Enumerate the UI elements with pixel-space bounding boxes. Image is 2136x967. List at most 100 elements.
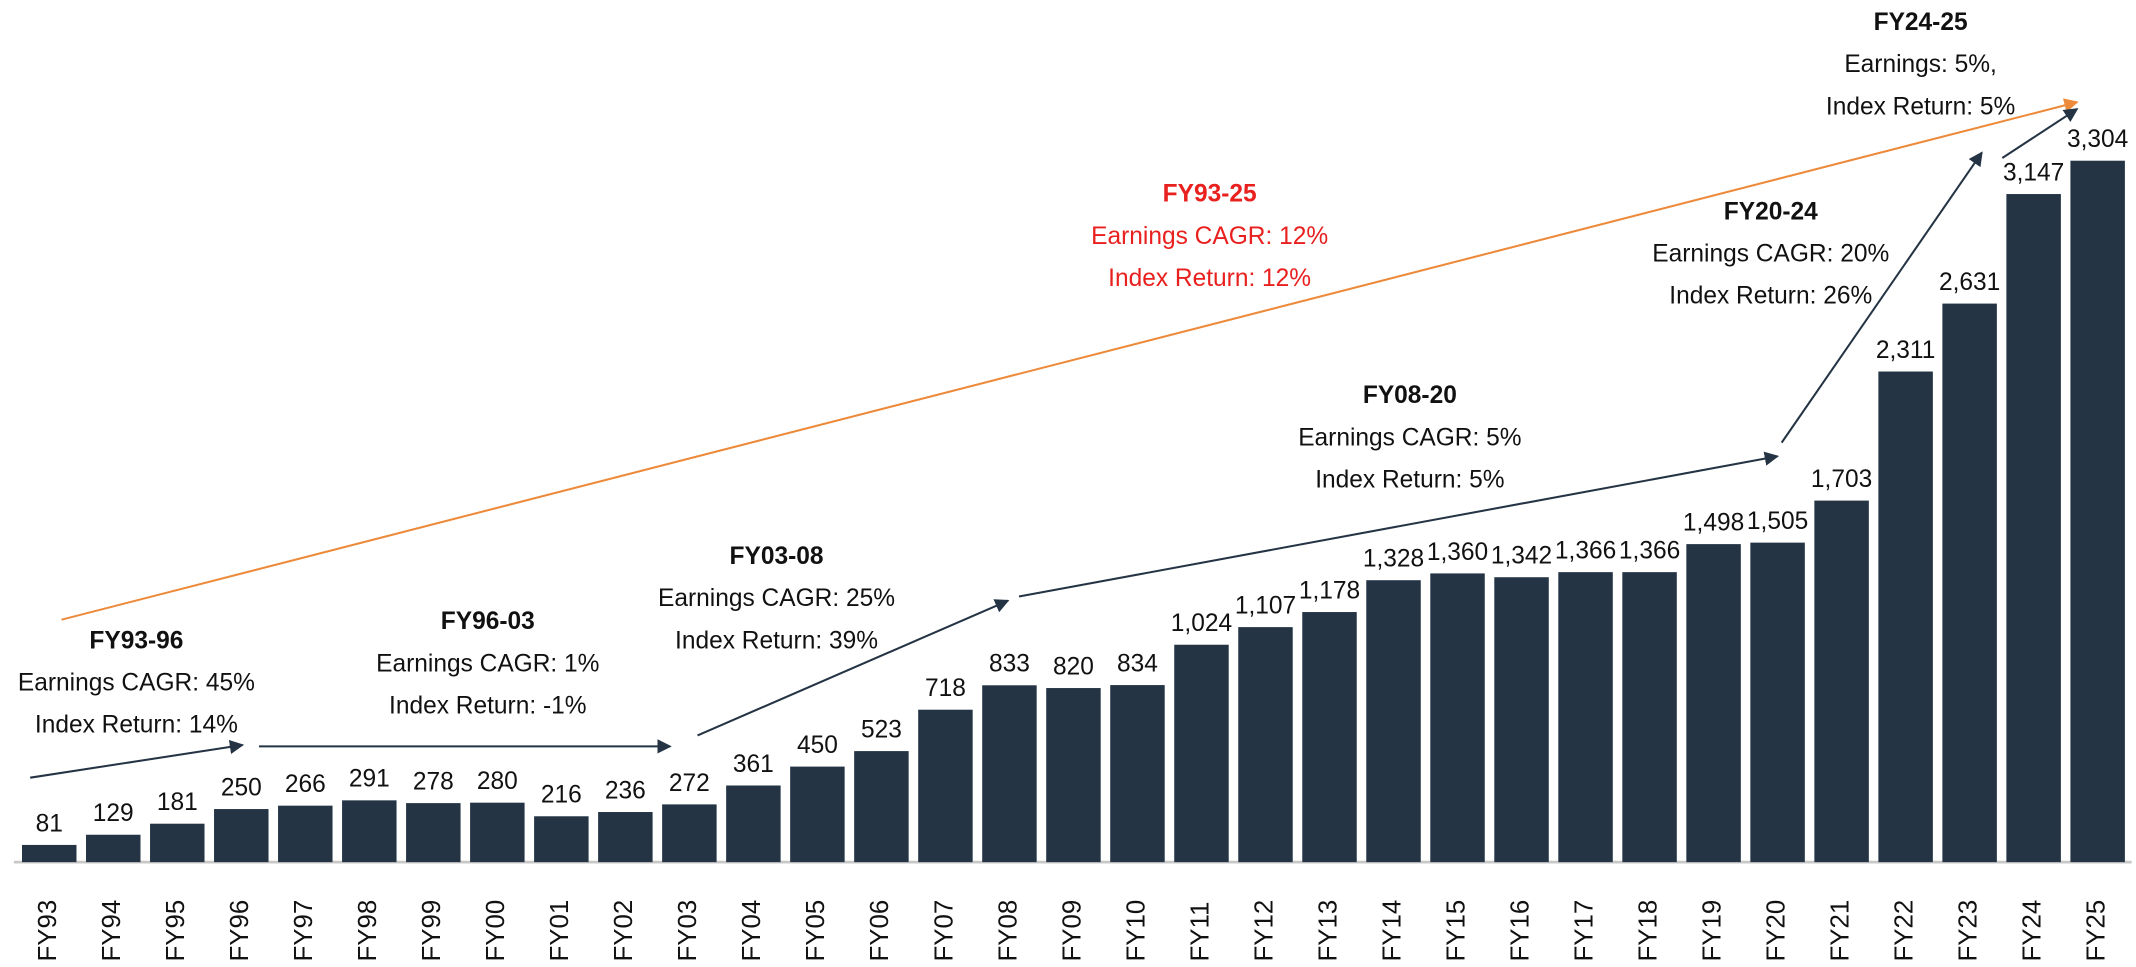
bar bbox=[1878, 371, 1933, 863]
value-label: 236 bbox=[605, 777, 646, 804]
value-label: 291 bbox=[349, 766, 390, 793]
annotation-line: Earnings CAGR: 5% bbox=[1298, 424, 1521, 451]
annotation-line: Earnings: 5%, bbox=[1844, 51, 1997, 78]
x-tick-label: FY08 bbox=[994, 900, 1022, 962]
value-label: 523 bbox=[861, 716, 902, 743]
bar bbox=[1366, 580, 1421, 863]
value-label: 718 bbox=[925, 675, 966, 702]
period-arrow bbox=[30, 739, 245, 779]
annotation-title: FY93-96 bbox=[89, 627, 183, 654]
bar bbox=[1430, 573, 1485, 863]
x-tick-label: FY02 bbox=[610, 900, 638, 962]
x-tick-label: FY24 bbox=[2018, 900, 2046, 962]
x-tick-label: FY17 bbox=[1570, 900, 1598, 962]
annotation-title: FY24-25 bbox=[1874, 9, 1968, 36]
period-arrow bbox=[1018, 451, 1779, 598]
x-tick-label: FY96 bbox=[226, 900, 254, 962]
bar bbox=[1686, 544, 1741, 863]
value-label: 1,703 bbox=[1811, 466, 1872, 493]
value-label: 250 bbox=[221, 774, 262, 801]
x-tick-label: FY04 bbox=[738, 900, 766, 962]
bar bbox=[2070, 160, 2125, 863]
value-label: 2,631 bbox=[1939, 269, 2000, 296]
x-tick-label: FY06 bbox=[866, 900, 894, 962]
bar bbox=[918, 709, 973, 863]
x-tick-label: FY99 bbox=[418, 900, 446, 962]
x-tick-label: FY01 bbox=[546, 900, 574, 962]
value-label: 834 bbox=[1117, 650, 1158, 677]
x-tick-label: FY13 bbox=[1314, 900, 1342, 962]
x-tick-label: FY00 bbox=[482, 900, 510, 962]
bar bbox=[662, 804, 717, 863]
value-label: 1,360 bbox=[1427, 539, 1488, 566]
value-label: 266 bbox=[285, 771, 326, 798]
annotation-line: Earnings CAGR: 12% bbox=[1091, 223, 1328, 250]
bar bbox=[1110, 685, 1165, 863]
x-tick-label: FY22 bbox=[1890, 900, 1918, 962]
value-label: 1,366 bbox=[1555, 538, 1616, 565]
bar bbox=[1046, 688, 1101, 863]
annotation-line: Index Return: 5% bbox=[1315, 467, 1504, 494]
bar bbox=[1622, 572, 1677, 863]
x-tick-label: FY97 bbox=[290, 900, 318, 962]
x-tick-label: FY25 bbox=[2082, 900, 2110, 962]
bar bbox=[598, 812, 653, 863]
x-tick-label: FY98 bbox=[354, 900, 382, 962]
x-tick-label: FY23 bbox=[1954, 900, 1982, 962]
x-tick-label: FY21 bbox=[1826, 900, 1854, 962]
x-tick-label: FY11 bbox=[1186, 902, 1214, 962]
annotation-line: Index Return: 14% bbox=[35, 712, 238, 739]
annotation-title: FY03-08 bbox=[730, 543, 824, 570]
value-label: 1,342 bbox=[1491, 543, 1552, 570]
value-label: 1,178 bbox=[1299, 577, 1360, 604]
x-tick-label: FY03 bbox=[674, 900, 702, 962]
bar bbox=[1814, 500, 1869, 863]
value-label: 1,366 bbox=[1619, 538, 1680, 565]
x-tick-label: FY93 bbox=[34, 900, 62, 962]
annotation-line: Index Return: -1% bbox=[389, 693, 586, 720]
x-tick-label: FY18 bbox=[1634, 900, 1662, 962]
value-label: 820 bbox=[1053, 653, 1094, 680]
x-tick-label: FY07 bbox=[930, 900, 958, 962]
period-arrow bbox=[1780, 151, 1983, 444]
bar bbox=[2006, 194, 2061, 863]
value-label: 1,498 bbox=[1683, 509, 1744, 536]
annotation-line: Index Return: 26% bbox=[1669, 283, 1872, 310]
x-tick-label: FY16 bbox=[1506, 900, 1534, 962]
bar bbox=[1750, 542, 1805, 863]
bar bbox=[470, 802, 525, 863]
x-tick-label: FY09 bbox=[1058, 900, 1086, 962]
bar bbox=[22, 844, 77, 863]
value-label: 3,147 bbox=[2003, 159, 2064, 186]
bar bbox=[1942, 303, 1997, 863]
value-label: 361 bbox=[733, 751, 774, 778]
bar bbox=[1558, 572, 1613, 863]
value-label: 81 bbox=[36, 810, 63, 837]
period-arrow bbox=[697, 599, 1010, 737]
x-tick-label: FY94 bbox=[98, 900, 126, 962]
x-tick-label: FY14 bbox=[1378, 900, 1406, 962]
period-arrow bbox=[2001, 108, 2079, 159]
x-tick-label: FY15 bbox=[1442, 900, 1470, 962]
value-label: 272 bbox=[669, 770, 710, 797]
value-label: 1,107 bbox=[1235, 593, 1296, 620]
value-label: 833 bbox=[989, 651, 1030, 678]
value-label: 278 bbox=[413, 768, 454, 795]
trend-arrow bbox=[61, 98, 2079, 621]
annotation-line: Earnings CAGR: 45% bbox=[18, 670, 255, 697]
x-tick-label: FY12 bbox=[1250, 900, 1278, 962]
bar bbox=[86, 834, 141, 863]
bar bbox=[534, 816, 589, 863]
bar bbox=[790, 766, 845, 863]
value-label: 1,328 bbox=[1363, 546, 1424, 573]
value-label: 1,024 bbox=[1171, 610, 1232, 637]
x-tick-label: FY95 bbox=[162, 900, 190, 962]
value-label: 216 bbox=[541, 782, 582, 809]
value-label: 181 bbox=[157, 789, 198, 816]
bar bbox=[982, 685, 1037, 863]
bar bbox=[1238, 627, 1293, 863]
bar bbox=[1302, 612, 1357, 863]
value-label: 450 bbox=[797, 732, 838, 759]
value-label: 129 bbox=[93, 800, 134, 827]
